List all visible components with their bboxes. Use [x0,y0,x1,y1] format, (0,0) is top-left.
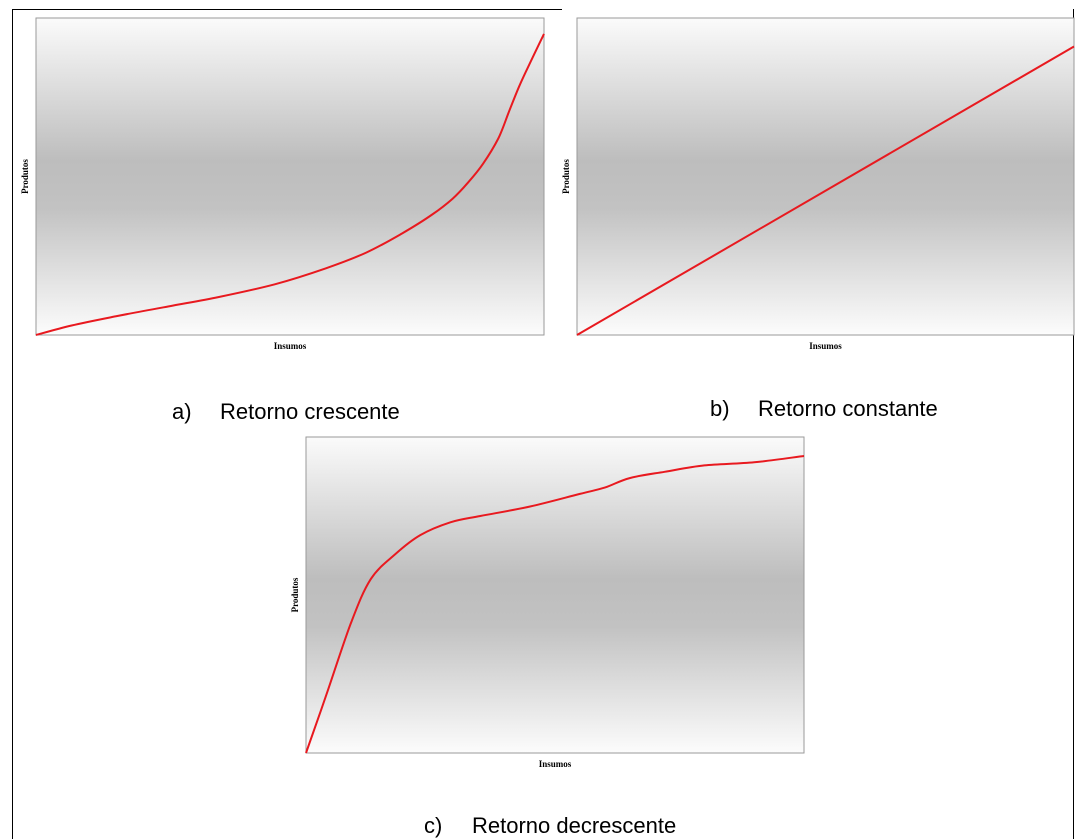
chart-panel-a: Insumos Produtos [20,10,545,355]
y-axis-label: Produtos [20,159,30,194]
caption-a: a) Retorno crescente [172,401,400,423]
chart-b: Insumos Produtos [561,17,1075,351]
caption-b: b) Retorno constante [710,398,938,420]
y-axis-label: Produtos [561,159,571,194]
caption-c: c) Retorno decrescente [424,815,676,837]
plot-area [576,17,1075,336]
caption-c-letter: c) [424,813,443,838]
plot-area [305,436,805,754]
series-line-0 [305,455,805,754]
caption-a-letter: a) [172,399,192,424]
frame-left-border [12,9,13,839]
caption-b-letter: b) [710,396,730,421]
frame-top-border [12,9,562,10]
chart-a: Insumos Produtos [20,17,545,351]
caption-b-text: Retorno constante [758,396,938,421]
frame-right-border [1073,9,1074,839]
x-axis-label: Insumos [539,759,572,769]
series-line-0 [35,33,545,336]
caption-a-text: Retorno crescente [220,399,400,424]
plot-area [35,17,545,336]
series-line-0 [576,45,1075,336]
chart-panel-c: Insumos Produtos [290,425,810,773]
x-axis-label: Insumos [274,341,307,351]
caption-c-text: Retorno decrescente [472,813,677,838]
chart-panel-b: Insumos Produtos [560,10,1075,355]
y-axis-label: Produtos [290,577,300,612]
x-axis-label: Insumos [809,341,842,351]
chart-c: Insumos Produtos [290,436,805,769]
